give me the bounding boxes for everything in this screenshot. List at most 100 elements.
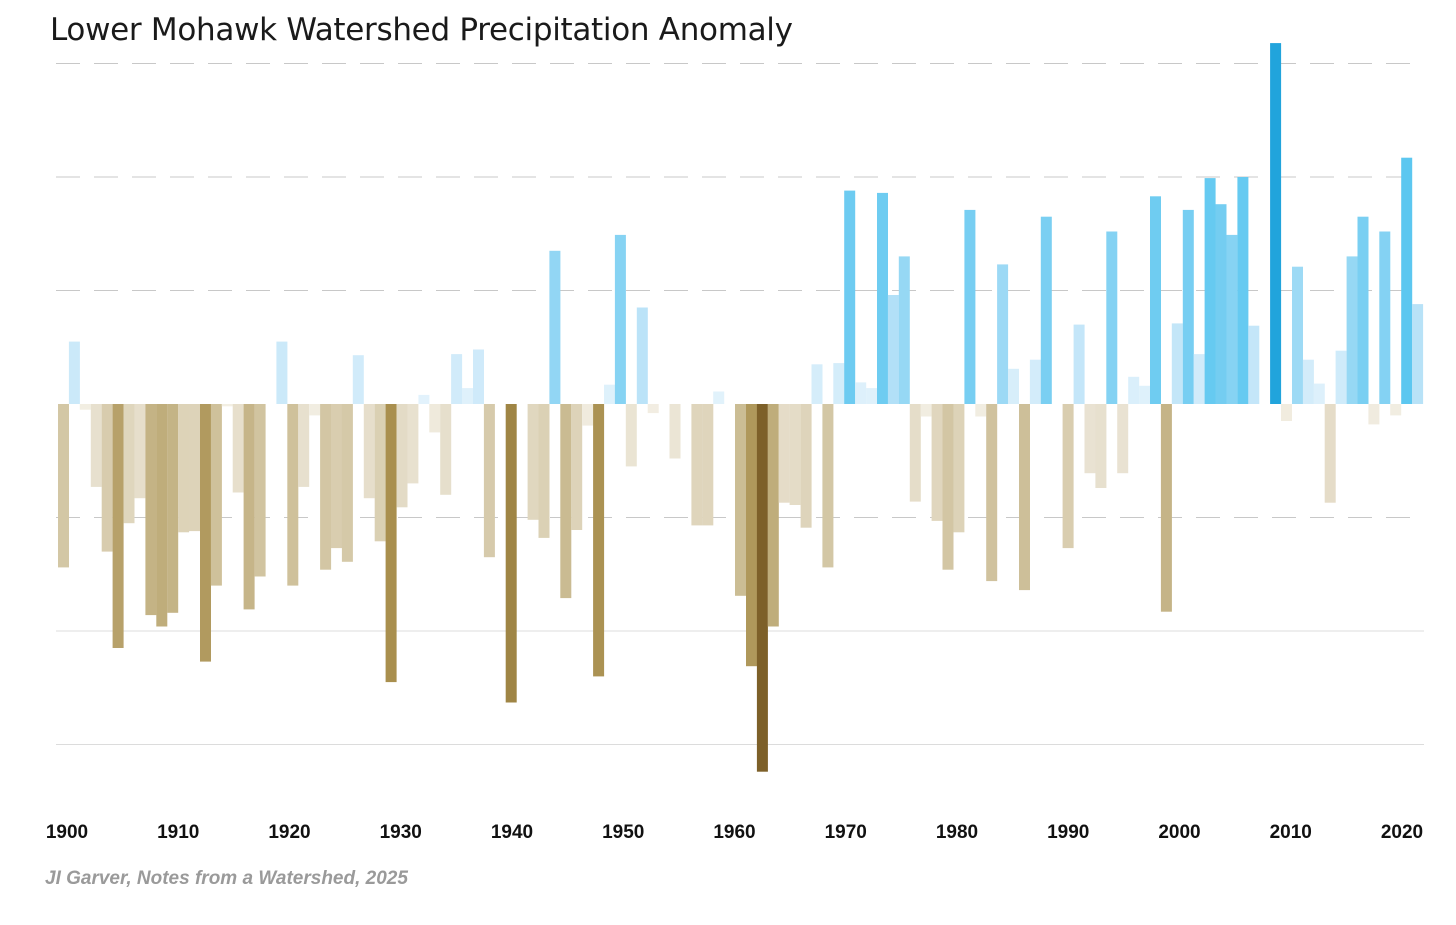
- bar-1925: [331, 404, 342, 549]
- x-tick-1940: 1940: [491, 822, 533, 843]
- x-tick-labels: 1900 1910 1920 1930 1940 1950 1960 1970 1980 1990…: [46, 822, 1423, 843]
- bar-1901: [68, 341, 80, 404]
- chart-title: Lower Mohawk Watershed Precipitation Ano…: [50, 12, 793, 48]
- bar-1930: [385, 404, 397, 683]
- bar-2017: [1335, 350, 1347, 404]
- bar-1921: [287, 404, 299, 586]
- bar-1929: [374, 404, 386, 542]
- bar-1964: [756, 404, 768, 772]
- bar-1912: [189, 404, 200, 532]
- bar-1977: [898, 256, 910, 404]
- bar-1973: [855, 382, 867, 404]
- bar-2015: [1313, 383, 1325, 404]
- bar-1945: [549, 250, 561, 404]
- bar-1904: [101, 404, 113, 552]
- bar-2006: [1215, 204, 1227, 404]
- bar-1997: [1117, 404, 1129, 474]
- bar-1969: [811, 364, 823, 404]
- x-tick-1920: 1920: [268, 822, 310, 843]
- bar-1939: [483, 404, 495, 558]
- x-tick-1930: 1930: [380, 822, 422, 843]
- bar-1971: [833, 363, 845, 404]
- source-credit: JI Garver, Notes from a Watershed, 2025: [45, 868, 408, 889]
- bar-1916: [232, 404, 244, 493]
- bar-1963: [746, 404, 757, 667]
- bar-1943: [527, 404, 539, 520]
- x-tick-1980: 1980: [936, 822, 978, 843]
- bar-1922: [298, 404, 310, 487]
- bar-1974: [866, 388, 878, 404]
- bar-1935: [440, 404, 452, 495]
- bar-1954: [647, 404, 659, 414]
- bar-2023: [1401, 157, 1413, 404]
- bar-1982: [953, 404, 965, 533]
- bar-1966: [778, 404, 790, 503]
- x-tick-1990: 1990: [1047, 822, 1089, 843]
- bar-1911: [178, 404, 190, 533]
- bar-1918: [254, 404, 266, 577]
- bar-1947: [571, 404, 583, 530]
- bar-2016: [1324, 404, 1336, 503]
- bar-1932: [407, 404, 419, 484]
- bar-2020: [1368, 404, 1380, 425]
- bar-1934: [429, 404, 441, 433]
- bar-2018: [1346, 256, 1358, 404]
- bar-1951: [614, 234, 626, 404]
- bar-1902: [79, 404, 91, 410]
- bar-1900: [58, 404, 69, 568]
- bar-1941: [505, 404, 517, 703]
- bar-1988: [1019, 404, 1030, 591]
- bar-2009: [1248, 325, 1260, 404]
- bar-1981: [942, 404, 954, 570]
- bar-1987: [1008, 368, 1019, 404]
- bar-1920: [276, 341, 288, 404]
- bar-1949: [593, 404, 605, 677]
- bar-1948: [582, 404, 594, 426]
- bar-1985: [986, 404, 998, 582]
- x-tick-2000: 2000: [1158, 822, 1200, 843]
- bar-1952: [625, 404, 637, 467]
- bar-1958: [691, 404, 703, 526]
- bar-1967: [789, 404, 801, 505]
- bar-1979: [920, 404, 932, 417]
- bar-1976: [887, 295, 899, 404]
- bar-1917: [243, 404, 255, 610]
- x-tick-1900: 1900: [46, 822, 88, 843]
- x-tick-1970: 1970: [825, 822, 867, 843]
- bar-1990: [1040, 216, 1052, 404]
- bar-1996: [1106, 231, 1118, 404]
- bar-1983: [964, 209, 976, 404]
- bar-1953: [636, 307, 648, 404]
- bar-1972: [844, 190, 856, 404]
- bar-1998: [1128, 376, 1140, 404]
- bar-1960: [713, 391, 725, 404]
- bar-1926: [341, 404, 353, 562]
- bar-1986: [997, 264, 1009, 404]
- bar-1980: [931, 404, 943, 521]
- bar-1975: [877, 192, 888, 404]
- bar-1938: [473, 349, 484, 404]
- bar-1944: [538, 404, 550, 538]
- bar-1978: [909, 404, 921, 502]
- bar-2024: [1412, 304, 1424, 404]
- bar-2019: [1357, 216, 1369, 404]
- bar-2001: [1160, 404, 1172, 612]
- bar-1962: [735, 404, 746, 596]
- bar-1993: [1073, 324, 1085, 404]
- bar-1950: [604, 384, 615, 404]
- bar-1910: [167, 404, 179, 613]
- bar-2021: [1379, 231, 1391, 404]
- x-tick-1910: 1910: [157, 822, 199, 843]
- bar-2013: [1292, 266, 1303, 404]
- x-tick-2020: 2020: [1381, 822, 1423, 843]
- bar-1928: [363, 404, 375, 499]
- bar-1937: [462, 388, 473, 404]
- bar-1924: [320, 404, 332, 570]
- bar-1915: [221, 404, 233, 407]
- bar-1908: [145, 404, 157, 616]
- bar-1989: [1029, 359, 1041, 404]
- bar-2002: [1171, 323, 1183, 404]
- bar-2005: [1204, 178, 1216, 404]
- bar-1903: [90, 404, 102, 487]
